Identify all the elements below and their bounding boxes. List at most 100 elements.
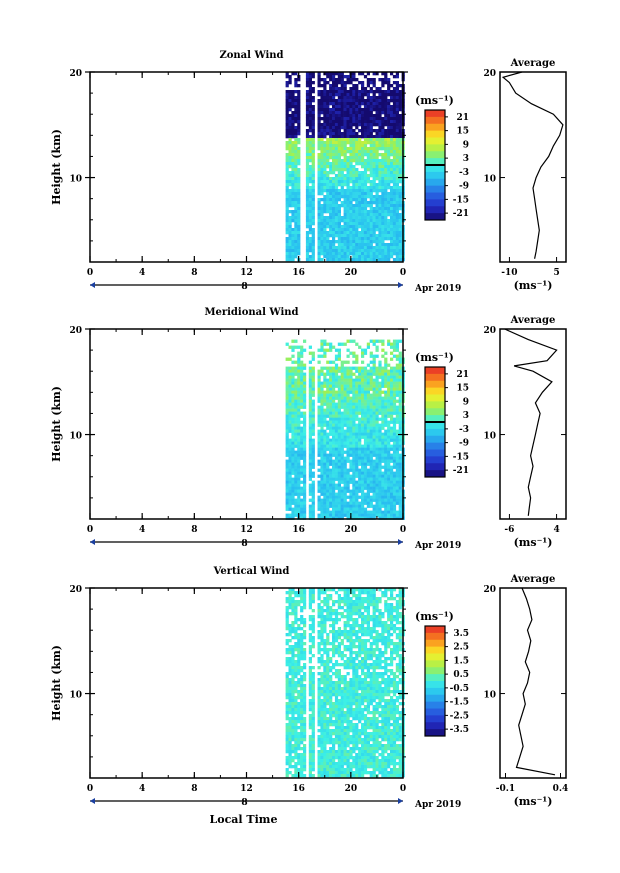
heatmap-cell bbox=[323, 408, 327, 412]
heatmap-cell bbox=[337, 141, 341, 145]
heatmap-cell bbox=[300, 396, 304, 400]
heatmap-cell bbox=[387, 513, 391, 517]
heatmap-cell bbox=[297, 465, 301, 469]
heatmap-cell bbox=[308, 144, 312, 148]
heatmap-cell bbox=[334, 390, 339, 394]
heatmap-cell bbox=[303, 444, 307, 448]
heatmap-cell bbox=[294, 468, 298, 472]
heatmap-cell bbox=[366, 513, 370, 517]
heatmap-cell bbox=[285, 744, 289, 748]
heatmap-cell bbox=[291, 480, 295, 484]
heatmap-cell bbox=[355, 390, 359, 394]
heatmap-cell bbox=[317, 108, 321, 112]
heatmap-cell bbox=[308, 369, 312, 373]
heatmap-cell bbox=[332, 105, 336, 109]
heatmap-cell bbox=[387, 456, 391, 460]
heatmap-cell bbox=[311, 672, 315, 676]
heatmap-cell bbox=[323, 402, 327, 406]
heatmap-cell bbox=[291, 453, 295, 457]
heatmap-cell bbox=[352, 354, 356, 358]
heatmap-cell bbox=[390, 510, 394, 514]
heatmap-cell bbox=[308, 426, 312, 430]
heatmap-cell bbox=[323, 393, 327, 397]
heatmap-cell bbox=[308, 708, 312, 712]
heatmap-cell bbox=[363, 99, 368, 103]
heatmap-cell bbox=[372, 81, 376, 85]
heatmap-cell bbox=[378, 141, 382, 145]
heatmap-cell bbox=[317, 588, 321, 592]
colorbar-tick-label: -3 bbox=[459, 168, 469, 178]
heatmap-cell bbox=[303, 507, 307, 511]
heatmap-cell bbox=[311, 753, 315, 757]
heatmap-cell bbox=[387, 396, 391, 400]
heatmap-cell bbox=[349, 189, 353, 193]
heatmap-cell bbox=[329, 426, 333, 430]
heatmap-cell bbox=[340, 504, 344, 508]
heatmap-cell bbox=[398, 249, 402, 253]
heatmap-cell bbox=[384, 258, 388, 262]
average-x-tick-label: 5 bbox=[553, 268, 559, 278]
heatmap-cell bbox=[320, 396, 324, 400]
heatmap-cell bbox=[308, 720, 312, 724]
heatmap-cell bbox=[372, 225, 376, 229]
heatmap-cell bbox=[332, 252, 336, 256]
heatmap-cell bbox=[294, 240, 298, 244]
heatmap-cell bbox=[392, 192, 397, 196]
heatmap-cell bbox=[369, 174, 373, 178]
heatmap-cell bbox=[294, 654, 298, 658]
heatmap-cell bbox=[392, 498, 397, 502]
heatmap-cell bbox=[317, 504, 321, 508]
heatmap-cell bbox=[305, 174, 310, 178]
colorbar-tick-label: -21 bbox=[453, 209, 469, 219]
heatmap-cell bbox=[291, 738, 295, 742]
heatmap-cell bbox=[305, 72, 310, 76]
heatmap-cell bbox=[297, 105, 301, 109]
heatmap-cell bbox=[340, 162, 344, 166]
heatmap-cell bbox=[390, 477, 394, 481]
heatmap-cell bbox=[375, 423, 379, 427]
heatmap-cell bbox=[303, 747, 307, 751]
heatmap-cell bbox=[375, 381, 379, 385]
heatmap-cell bbox=[349, 501, 353, 505]
heatmap-cell bbox=[337, 225, 341, 229]
heatmap-cell bbox=[378, 102, 382, 106]
heatmap-cell bbox=[288, 105, 292, 109]
heatmap-cell bbox=[372, 453, 376, 457]
heatmap-cell bbox=[311, 459, 315, 463]
heatmap-cell bbox=[392, 465, 397, 469]
heatmap-cell bbox=[375, 393, 379, 397]
heatmap-cell bbox=[332, 504, 336, 508]
heatmap-cell bbox=[343, 414, 347, 418]
heatmap-cell bbox=[349, 435, 353, 439]
heatmap-cell bbox=[361, 513, 365, 517]
heatmap-cell bbox=[337, 240, 341, 244]
heatmap-cell bbox=[288, 210, 292, 214]
heatmap-cell bbox=[340, 93, 344, 97]
heatmap-cell bbox=[384, 351, 388, 355]
heatmap-cell bbox=[358, 252, 362, 256]
heatmap-cell bbox=[323, 168, 327, 172]
heatmap-cell bbox=[288, 372, 292, 376]
heatmap-cell bbox=[392, 348, 397, 352]
heatmap-cell bbox=[300, 678, 304, 682]
heatmap-cell bbox=[366, 450, 370, 454]
heatmap-cell bbox=[352, 381, 356, 385]
heatmap-cell bbox=[291, 381, 295, 385]
heatmap-cell bbox=[349, 453, 353, 457]
heatmap-cell bbox=[308, 453, 312, 457]
heatmap-cell bbox=[329, 390, 333, 394]
heatmap-cell bbox=[303, 774, 307, 778]
heatmap-cell bbox=[369, 81, 373, 85]
heatmap-cell bbox=[308, 135, 312, 139]
heatmap-cell bbox=[340, 201, 344, 205]
heatmap-cell bbox=[363, 240, 368, 244]
heatmap-cell bbox=[395, 498, 399, 502]
heatmap-cell bbox=[340, 243, 344, 247]
heatmap-cell bbox=[311, 144, 315, 148]
heatmap-cell bbox=[387, 390, 391, 394]
heatmap-cell bbox=[384, 372, 388, 376]
heatmap-cell bbox=[294, 390, 298, 394]
heatmap-cell bbox=[363, 453, 368, 457]
heatmap-cell bbox=[384, 375, 388, 379]
heatmap-cell bbox=[363, 111, 368, 115]
